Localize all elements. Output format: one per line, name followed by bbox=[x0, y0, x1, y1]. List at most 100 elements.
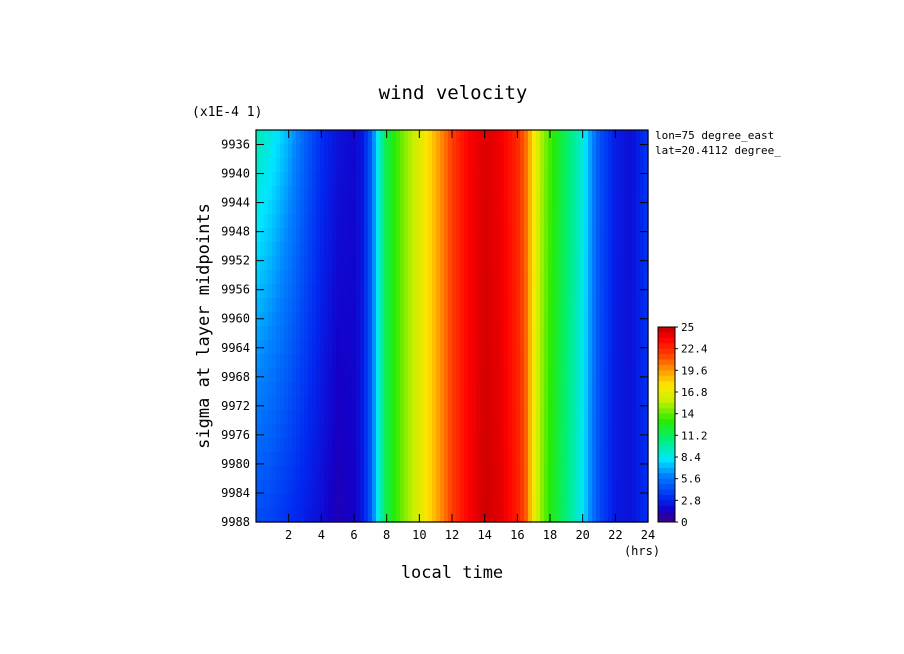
heatmap-cell bbox=[272, 214, 277, 229]
heatmap-cell bbox=[536, 452, 541, 467]
heatmap-cell bbox=[524, 200, 529, 215]
heatmap-cell bbox=[408, 326, 413, 341]
heatmap-cell bbox=[604, 228, 609, 243]
heatmap-cell bbox=[332, 298, 337, 313]
heatmap-cell bbox=[292, 494, 297, 509]
heatmap-cell bbox=[276, 284, 281, 299]
heatmap-cell bbox=[472, 466, 477, 481]
heatmap-cell bbox=[528, 242, 533, 257]
heatmap-cell bbox=[600, 172, 605, 187]
heatmap-cell bbox=[308, 424, 313, 439]
heatmap-cell bbox=[280, 214, 285, 229]
heatmap-cell bbox=[288, 396, 293, 411]
heatmap-cell bbox=[316, 494, 321, 509]
heatmap-cell bbox=[416, 214, 421, 229]
heatmap-cell bbox=[604, 284, 609, 299]
heatmap-cell bbox=[344, 424, 349, 439]
y-tick-label: 9956 bbox=[221, 283, 250, 297]
heatmap-cell bbox=[360, 130, 365, 145]
heatmap-cell bbox=[420, 200, 425, 215]
heatmap-cell bbox=[312, 396, 317, 411]
heatmap-cell bbox=[324, 466, 329, 481]
heatmap-cell bbox=[628, 256, 633, 271]
heatmap-cell bbox=[480, 410, 485, 425]
heatmap-cell bbox=[328, 340, 333, 355]
heatmap-cell bbox=[336, 200, 341, 215]
heatmap-cell bbox=[448, 438, 453, 453]
heatmap-cell bbox=[628, 354, 633, 369]
heatmap-cell bbox=[392, 438, 397, 453]
heatmap-cell bbox=[276, 396, 281, 411]
heatmap-cell bbox=[608, 480, 613, 495]
heatmap-cell bbox=[472, 242, 477, 257]
heatmap-cell bbox=[420, 480, 425, 495]
heatmap-cell bbox=[312, 410, 317, 425]
heatmap-cell bbox=[280, 410, 285, 425]
heatmap-cell bbox=[428, 200, 433, 215]
heatmap-cell bbox=[552, 410, 557, 425]
heatmap-cell bbox=[392, 242, 397, 257]
heatmap-cell bbox=[532, 172, 537, 187]
heatmap-cell bbox=[292, 284, 297, 299]
heatmap-cell bbox=[644, 438, 649, 453]
colorbar-tick-label: 19.6 bbox=[681, 364, 708, 377]
heatmap-cell bbox=[316, 256, 321, 271]
heatmap-cell bbox=[368, 438, 373, 453]
heatmap-cell bbox=[592, 368, 597, 383]
heatmap-cell bbox=[356, 130, 361, 145]
heatmap-cell bbox=[552, 172, 557, 187]
heatmap-cell bbox=[492, 228, 497, 243]
heatmap-field bbox=[256, 130, 649, 523]
heatmap-cell bbox=[468, 298, 473, 313]
heatmap-cell bbox=[384, 200, 389, 215]
heatmap-cell bbox=[296, 424, 301, 439]
heatmap-cell bbox=[404, 508, 409, 523]
heatmap-cell bbox=[336, 340, 341, 355]
heatmap-cell bbox=[412, 452, 417, 467]
heatmap-cell bbox=[612, 298, 617, 313]
heatmap-cell bbox=[540, 340, 545, 355]
heatmap-cell bbox=[360, 480, 365, 495]
heatmap-cell bbox=[528, 312, 533, 327]
heatmap-cell bbox=[392, 340, 397, 355]
heatmap-cell bbox=[440, 270, 445, 285]
heatmap-cell bbox=[628, 480, 633, 495]
heatmap-cell bbox=[364, 438, 369, 453]
heatmap-cell bbox=[320, 368, 325, 383]
heatmap-cell bbox=[560, 228, 565, 243]
heatmap-cell bbox=[516, 312, 521, 327]
heatmap-cell bbox=[480, 144, 485, 159]
heatmap-cell bbox=[364, 172, 369, 187]
heatmap-cell bbox=[364, 144, 369, 159]
heatmap-cell bbox=[588, 508, 593, 523]
heatmap-cell bbox=[604, 214, 609, 229]
heatmap-cell bbox=[536, 214, 541, 229]
heatmap-cell bbox=[428, 242, 433, 257]
heatmap-cell bbox=[412, 298, 417, 313]
heatmap-cell bbox=[588, 144, 593, 159]
heatmap-cell bbox=[364, 354, 369, 369]
heatmap-cell bbox=[576, 410, 581, 425]
heatmap-cell bbox=[260, 438, 265, 453]
heatmap-cell bbox=[504, 354, 509, 369]
heatmap-cell bbox=[564, 172, 569, 187]
heatmap-cell bbox=[480, 200, 485, 215]
heatmap-cell bbox=[528, 508, 533, 523]
heatmap-cell bbox=[328, 466, 333, 481]
heatmap-cell bbox=[320, 424, 325, 439]
heatmap-cell bbox=[468, 144, 473, 159]
heatmap-cell bbox=[640, 158, 645, 173]
heatmap-cell bbox=[396, 340, 401, 355]
heatmap-cell bbox=[636, 242, 641, 257]
heatmap-cell bbox=[568, 438, 573, 453]
heatmap-cell bbox=[404, 396, 409, 411]
heatmap-cell bbox=[356, 452, 361, 467]
heatmap-cell bbox=[576, 200, 581, 215]
x-tick-label: 10 bbox=[412, 528, 426, 542]
heatmap-cell bbox=[472, 130, 477, 145]
heatmap-cell bbox=[424, 312, 429, 327]
heatmap-cell bbox=[488, 508, 493, 523]
heatmap-cell bbox=[484, 158, 489, 173]
heatmap-cell bbox=[276, 270, 281, 285]
heatmap-cell bbox=[524, 130, 529, 145]
